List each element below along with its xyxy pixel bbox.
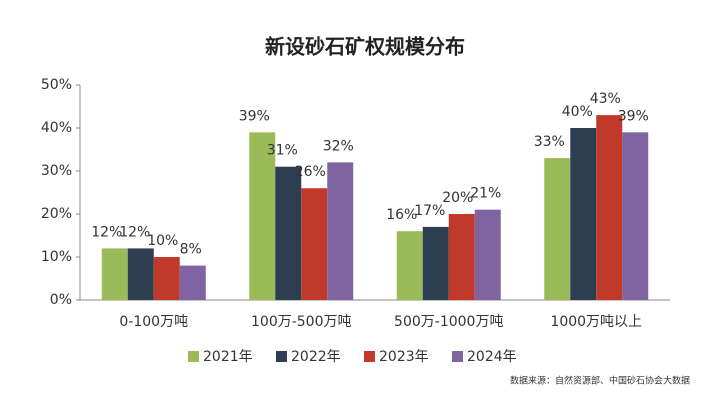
bar <box>275 166 302 300</box>
y-tick-label: 50% <box>41 77 72 93</box>
legend-label: 2021年 <box>203 349 253 365</box>
x-tick-label: 0-100万吨 <box>119 314 188 330</box>
bar <box>544 158 571 300</box>
data-label: 43% <box>590 91 621 107</box>
legend-swatch <box>364 351 375 362</box>
data-label: 33% <box>534 134 565 150</box>
data-label: 31% <box>267 143 298 159</box>
bar <box>422 226 449 300</box>
data-label: 8% <box>180 242 202 258</box>
x-tick-label: 100万-500万吨 <box>251 314 352 330</box>
bar <box>448 214 475 300</box>
bar <box>622 132 649 300</box>
y-tick-label: 40% <box>41 120 72 136</box>
legend-label: 2023年 <box>379 349 429 365</box>
bar <box>179 265 206 300</box>
x-tick-label: 500万-1000万吨 <box>394 314 503 330</box>
x-tick-label: 1000万吨以上 <box>550 314 642 330</box>
legend-label: 2022年 <box>291 349 341 365</box>
bar <box>570 128 597 300</box>
data-label: 21% <box>470 186 501 202</box>
bar <box>396 231 423 300</box>
chart-title: 新设砂石矿权规模分布 <box>265 35 465 59</box>
data-label: 16% <box>386 207 417 223</box>
source-note: 数据来源：自然资源部、中国砂石协会大数据 <box>510 375 690 387</box>
bar <box>474 209 501 300</box>
y-tick-label: 0% <box>50 292 72 308</box>
bar <box>101 248 128 300</box>
data-label: 32% <box>323 138 354 154</box>
data-label: 40% <box>562 104 593 120</box>
bar <box>327 162 354 300</box>
legend-swatch <box>276 351 287 362</box>
data-label: 12% <box>91 224 122 240</box>
bar <box>249 132 276 300</box>
data-label: 20% <box>442 190 473 206</box>
y-tick-label: 30% <box>41 163 72 179</box>
data-label: 39% <box>618 108 649 124</box>
data-label: 39% <box>239 108 270 124</box>
bar <box>301 188 328 300</box>
data-label: 10% <box>147 233 178 249</box>
y-tick-label: 10% <box>41 249 72 265</box>
data-label: 17% <box>414 203 445 219</box>
legend-swatch <box>188 351 199 362</box>
bar <box>596 115 623 300</box>
data-label: 12% <box>119 224 150 240</box>
data-label: 26% <box>295 164 326 180</box>
legend-label: 2024年 <box>467 349 517 365</box>
legend-swatch <box>452 351 463 362</box>
y-tick-label: 20% <box>41 206 72 222</box>
bar <box>153 257 180 300</box>
bar <box>127 248 154 300</box>
